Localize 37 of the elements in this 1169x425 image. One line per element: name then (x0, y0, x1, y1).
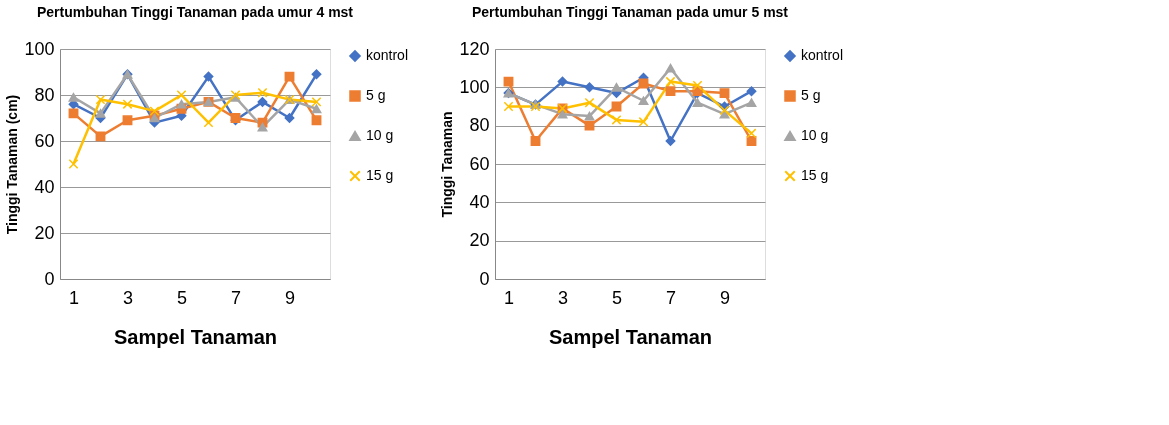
x-tick-label: 1 (503, 287, 515, 308)
x-tick-label: 3 (122, 287, 134, 308)
x-tick-label: 1 (68, 287, 80, 308)
y-tick-label: 0 (479, 268, 490, 289)
y-tick-label: 20 (34, 222, 55, 243)
y-axis-title: Tinggi Tanaman (cm) (4, 94, 21, 235)
x-axis-title: Sampel Tanaman (113, 325, 278, 348)
x-tick-label: 7 (665, 287, 677, 308)
y-tick-label: 20 (469, 230, 490, 251)
legend-label: 10 g (801, 127, 829, 143)
x-tick-label: 9 (719, 287, 731, 308)
y-tick-label: 80 (34, 84, 55, 105)
x-tick-label: 5 (611, 287, 623, 308)
x-tick-label: 5 (176, 287, 188, 308)
y-tick-label: 100 (24, 38, 55, 59)
y-tick-label: 60 (34, 130, 55, 151)
y-tick-label: 100 (459, 76, 490, 97)
legend-label: kontrol (366, 47, 409, 63)
y-tick-label: 120 (459, 38, 490, 59)
legend-label: 10 g (366, 127, 394, 143)
chart-title: Pertumbuhan Tinggi Tanaman pada umur 5 mst (471, 4, 789, 20)
x-axis-title: Sampel Tanaman (548, 325, 713, 348)
y-axis-title: Tinggi Tanaman (439, 111, 456, 218)
legend-label: 5 g (366, 87, 386, 103)
y-tick-label: 60 (469, 153, 490, 174)
y-tick-label: 40 (34, 176, 55, 197)
x-tick-label: 9 (284, 287, 296, 308)
x-tick-label: 7 (230, 287, 242, 308)
legend-label: kontrol (801, 47, 844, 63)
chart-title: Pertumbuhan Tinggi Tanaman pada umur 4 mst (36, 4, 354, 20)
y-tick-label: 0 (44, 268, 55, 289)
legend-label: 15 g (801, 167, 829, 183)
legend-label: 5 g (801, 87, 821, 103)
x-tick-label: 3 (557, 287, 569, 308)
y-tick-label: 40 (469, 191, 490, 212)
legend-label: 15 g (366, 167, 394, 183)
y-tick-label: 80 (469, 115, 490, 136)
